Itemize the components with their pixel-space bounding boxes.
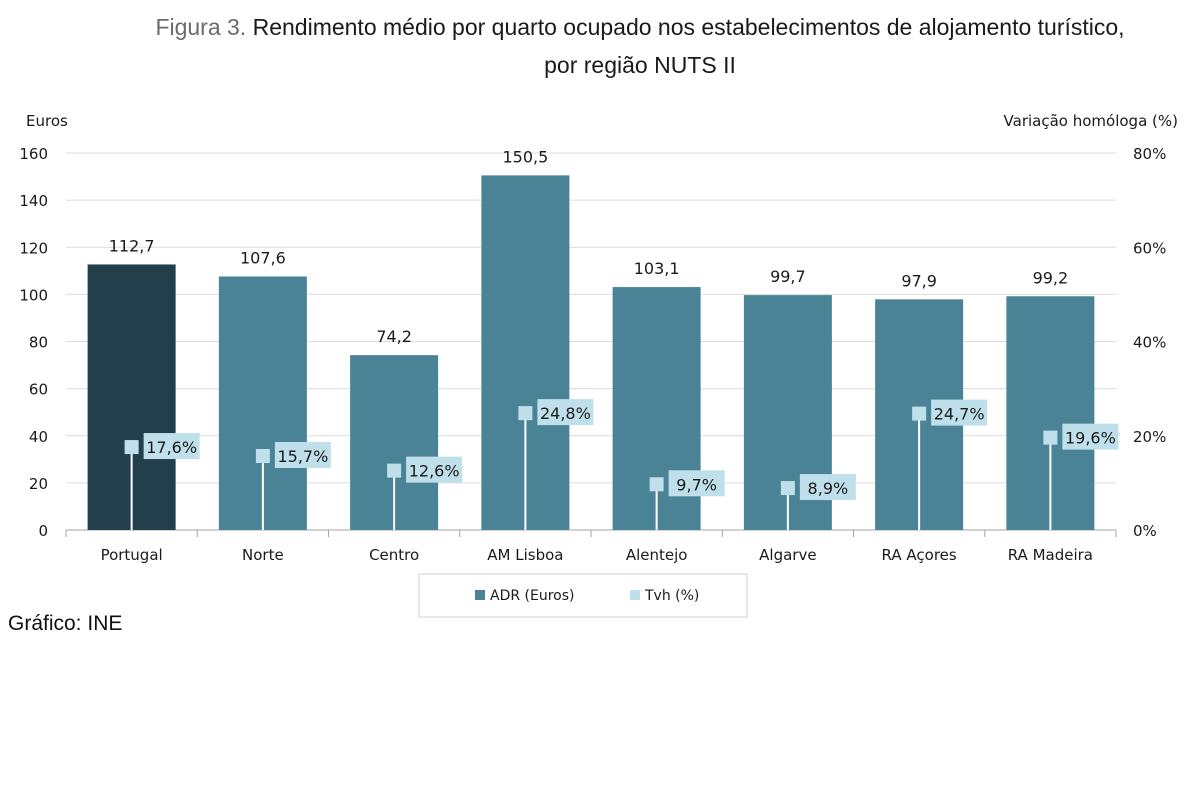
chart-title: Figura 3. Rendimento médio por quarto oc… (0, 8, 1200, 84)
tvh-value-label: 19,6% (1065, 429, 1116, 448)
y2-tick-label: 0% (1133, 522, 1157, 540)
source-credit: Gráfico: INE (8, 612, 123, 635)
bar-value-label: 103,1 (634, 259, 680, 278)
legend-swatch (630, 590, 640, 600)
y2-tick-label: 60% (1133, 239, 1166, 257)
tvh-label-box (537, 399, 594, 426)
tvh-label-box (668, 470, 725, 497)
bar-value-label: 99,7 (770, 267, 806, 286)
legend-label: Tvh (%) (644, 588, 699, 604)
title-prefix: Figura 3. (155, 14, 247, 40)
x-tick-label: Centro (369, 546, 419, 564)
title-main: Rendimento médio por quarto ocupado nos … (252, 14, 1125, 40)
x-tick-label: RA Madeira (1008, 546, 1093, 564)
tvh-marker (124, 440, 139, 455)
y-tick-label: 0 (38, 522, 48, 540)
y2-axis-title: Variação homóloga (%) (1004, 112, 1178, 130)
bar-value-label: 112,7 (109, 236, 155, 255)
tvh-marker (255, 449, 270, 464)
y-tick-label: 80 (29, 334, 48, 352)
tvh-marker (387, 463, 402, 478)
tvh-label-box (931, 399, 988, 426)
bar-value-label: 107,6 (240, 248, 286, 267)
legend-box (418, 573, 748, 618)
tvh-marker (649, 477, 664, 492)
tvh-value-label: 24,7% (934, 405, 985, 424)
legend-label: ADR (Euros) (490, 588, 575, 604)
tvh-value-label: 12,6% (409, 462, 460, 481)
x-tick-label: Norte (242, 546, 284, 564)
y-tick-label: 120 (19, 239, 48, 257)
tvh-label-box (1062, 423, 1119, 450)
y2-tick-label: 20% (1133, 428, 1166, 446)
x-tick-label: AM Lisboa (487, 546, 563, 564)
y-tick-label: 20 (29, 475, 48, 493)
y-tick-label: 40 (29, 428, 48, 446)
tvh-marker (780, 481, 795, 496)
tvh-value-label: 8,9% (808, 479, 849, 498)
bar-value-label: 97,9 (901, 271, 937, 290)
tvh-value-label: 15,7% (277, 447, 328, 466)
y-axis-title: Euros (26, 112, 68, 130)
tvh-marker (1043, 430, 1058, 445)
tvh-label-box (799, 474, 856, 501)
tvh-label-box (274, 442, 331, 469)
tvh-marker (518, 406, 533, 421)
tvh-marker (912, 406, 927, 421)
y-tick-label: 160 (19, 145, 48, 163)
x-tick-label: Algarve (759, 546, 816, 564)
x-tick-label: RA Açores (882, 546, 957, 564)
tvh-label-box (406, 456, 463, 483)
tvh-value-label: 17,6% (146, 438, 197, 457)
bar-value-label: 74,2 (376, 327, 412, 346)
tvh-value-label: 24,8% (540, 404, 591, 423)
bar-value-label: 99,2 (1033, 268, 1069, 287)
y-tick-label: 100 (19, 286, 48, 304)
x-tick-label: Portugal (101, 546, 163, 564)
y-tick-label: 60 (29, 381, 48, 399)
title-line-1: Figura 3. Rendimento médio por quarto oc… (0, 8, 1200, 46)
y2-tick-label: 80% (1133, 145, 1166, 163)
tvh-value-label: 9,7% (676, 475, 717, 494)
tvh-label-box (143, 433, 200, 460)
legend-swatch (475, 590, 485, 600)
y-tick-label: 140 (19, 192, 48, 210)
x-tick-label: Alentejo (626, 546, 688, 564)
y2-tick-label: 40% (1133, 334, 1166, 352)
title-line-2: por região NUTS II (544, 52, 736, 78)
bar-value-label: 150,5 (502, 147, 548, 166)
